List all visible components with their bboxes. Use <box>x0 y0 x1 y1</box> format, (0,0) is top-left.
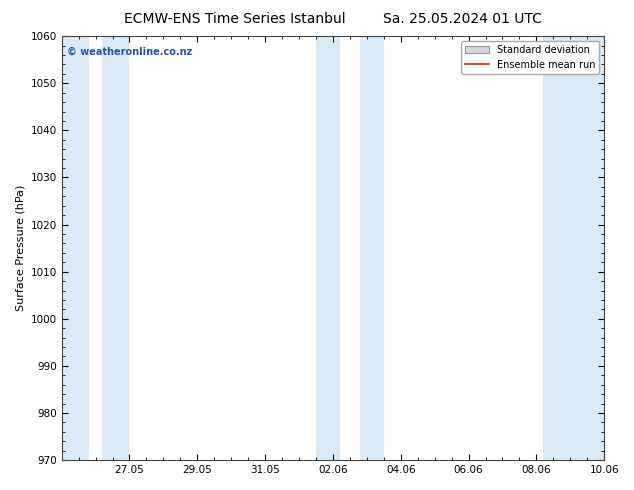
Bar <box>102 36 129 460</box>
Bar <box>316 36 340 460</box>
Text: Sa. 25.05.2024 01 UTC: Sa. 25.05.2024 01 UTC <box>384 12 542 26</box>
Text: ECMW-ENS Time Series Istanbul: ECMW-ENS Time Series Istanbul <box>124 12 346 26</box>
Bar <box>543 36 604 460</box>
Legend: Standard deviation, Ensemble mean run: Standard deviation, Ensemble mean run <box>461 41 599 74</box>
Y-axis label: Surface Pressure (hPa): Surface Pressure (hPa) <box>15 185 25 311</box>
Bar <box>360 36 384 460</box>
Bar <box>61 36 89 460</box>
Text: © weatheronline.co.nz: © weatheronline.co.nz <box>67 47 192 57</box>
